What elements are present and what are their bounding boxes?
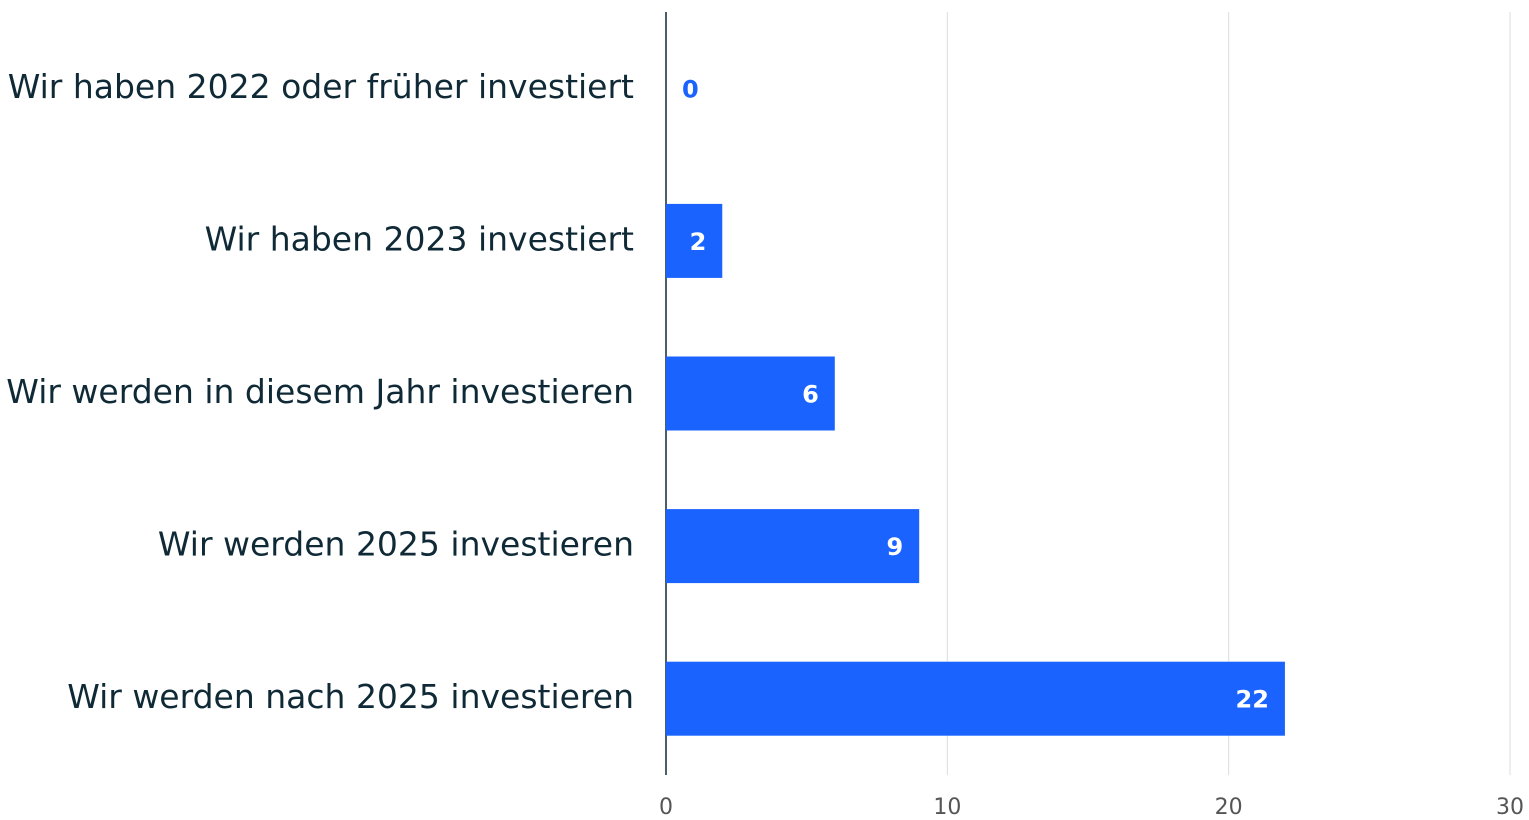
y-tick-label: Wir haben 2022 oder früher investiert: [8, 67, 634, 106]
x-tick-label: 0: [659, 795, 673, 820]
value-label: 9: [886, 533, 903, 561]
y-tick-label: Wir werden in diesem Jahr investieren: [6, 372, 634, 411]
value-label: 2: [690, 228, 707, 256]
y-tick-label: Wir werden 2025 investieren: [158, 525, 634, 564]
bar: [666, 509, 920, 584]
x-tick-label: 20: [1215, 795, 1243, 820]
y-tick-label: Wir werden nach 2025 investieren: [67, 677, 634, 716]
value-label: 6: [802, 381, 819, 409]
bar: [666, 356, 835, 431]
y-tick-label: Wir haben 2023 investiert: [205, 219, 634, 258]
value-label: 0: [682, 75, 699, 103]
value-label: 22: [1236, 686, 1269, 714]
bar: [666, 203, 723, 278]
x-tick-label: 30: [1496, 795, 1524, 820]
bar: [666, 661, 1285, 736]
x-tick-label: 10: [933, 795, 961, 820]
